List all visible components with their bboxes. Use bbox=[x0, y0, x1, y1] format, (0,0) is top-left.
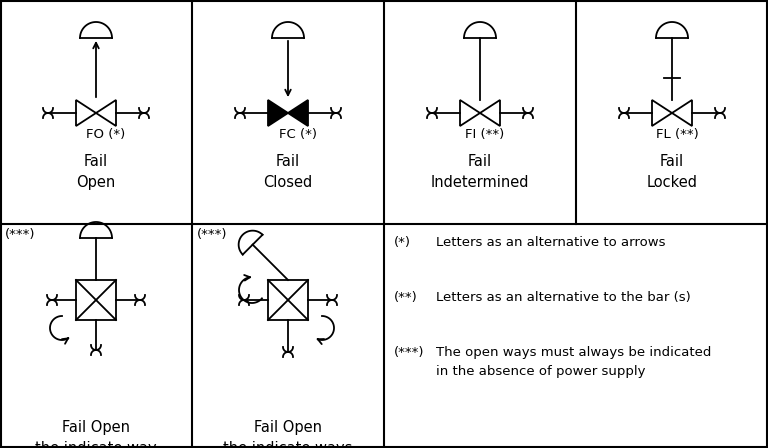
Polygon shape bbox=[672, 100, 692, 126]
Text: (***): (***) bbox=[5, 228, 35, 241]
Text: Fail
Locked: Fail Locked bbox=[647, 154, 697, 190]
Text: FL (**): FL (**) bbox=[656, 128, 698, 141]
Text: (***): (***) bbox=[197, 228, 227, 241]
Text: Fail Open
the indicate way: Fail Open the indicate way bbox=[35, 420, 157, 448]
Text: (*): (*) bbox=[394, 236, 411, 249]
Polygon shape bbox=[268, 100, 288, 126]
Polygon shape bbox=[652, 100, 672, 126]
Polygon shape bbox=[96, 100, 116, 126]
Text: The open ways must always be indicated
in the absence of power supply: The open ways must always be indicated i… bbox=[436, 346, 711, 378]
Polygon shape bbox=[268, 280, 308, 320]
Polygon shape bbox=[288, 100, 308, 126]
Polygon shape bbox=[480, 100, 500, 126]
Text: Fail
Closed: Fail Closed bbox=[263, 154, 313, 190]
Text: Letters as an alternative to arrows: Letters as an alternative to arrows bbox=[436, 236, 666, 249]
Polygon shape bbox=[460, 100, 480, 126]
Text: FI (**): FI (**) bbox=[465, 128, 505, 141]
Text: FC (*): FC (*) bbox=[279, 128, 317, 141]
Polygon shape bbox=[76, 100, 96, 126]
Text: Fail Open
the indicate ways: Fail Open the indicate ways bbox=[223, 420, 353, 448]
Text: Letters as an alternative to the bar (s): Letters as an alternative to the bar (s) bbox=[436, 291, 690, 304]
Polygon shape bbox=[76, 280, 116, 320]
Text: FO (*): FO (*) bbox=[86, 128, 126, 141]
Text: Fail
Open: Fail Open bbox=[76, 154, 116, 190]
Text: Fail
Indetermined: Fail Indetermined bbox=[431, 154, 529, 190]
Text: (**): (**) bbox=[394, 291, 418, 304]
Text: (***): (***) bbox=[394, 346, 425, 359]
